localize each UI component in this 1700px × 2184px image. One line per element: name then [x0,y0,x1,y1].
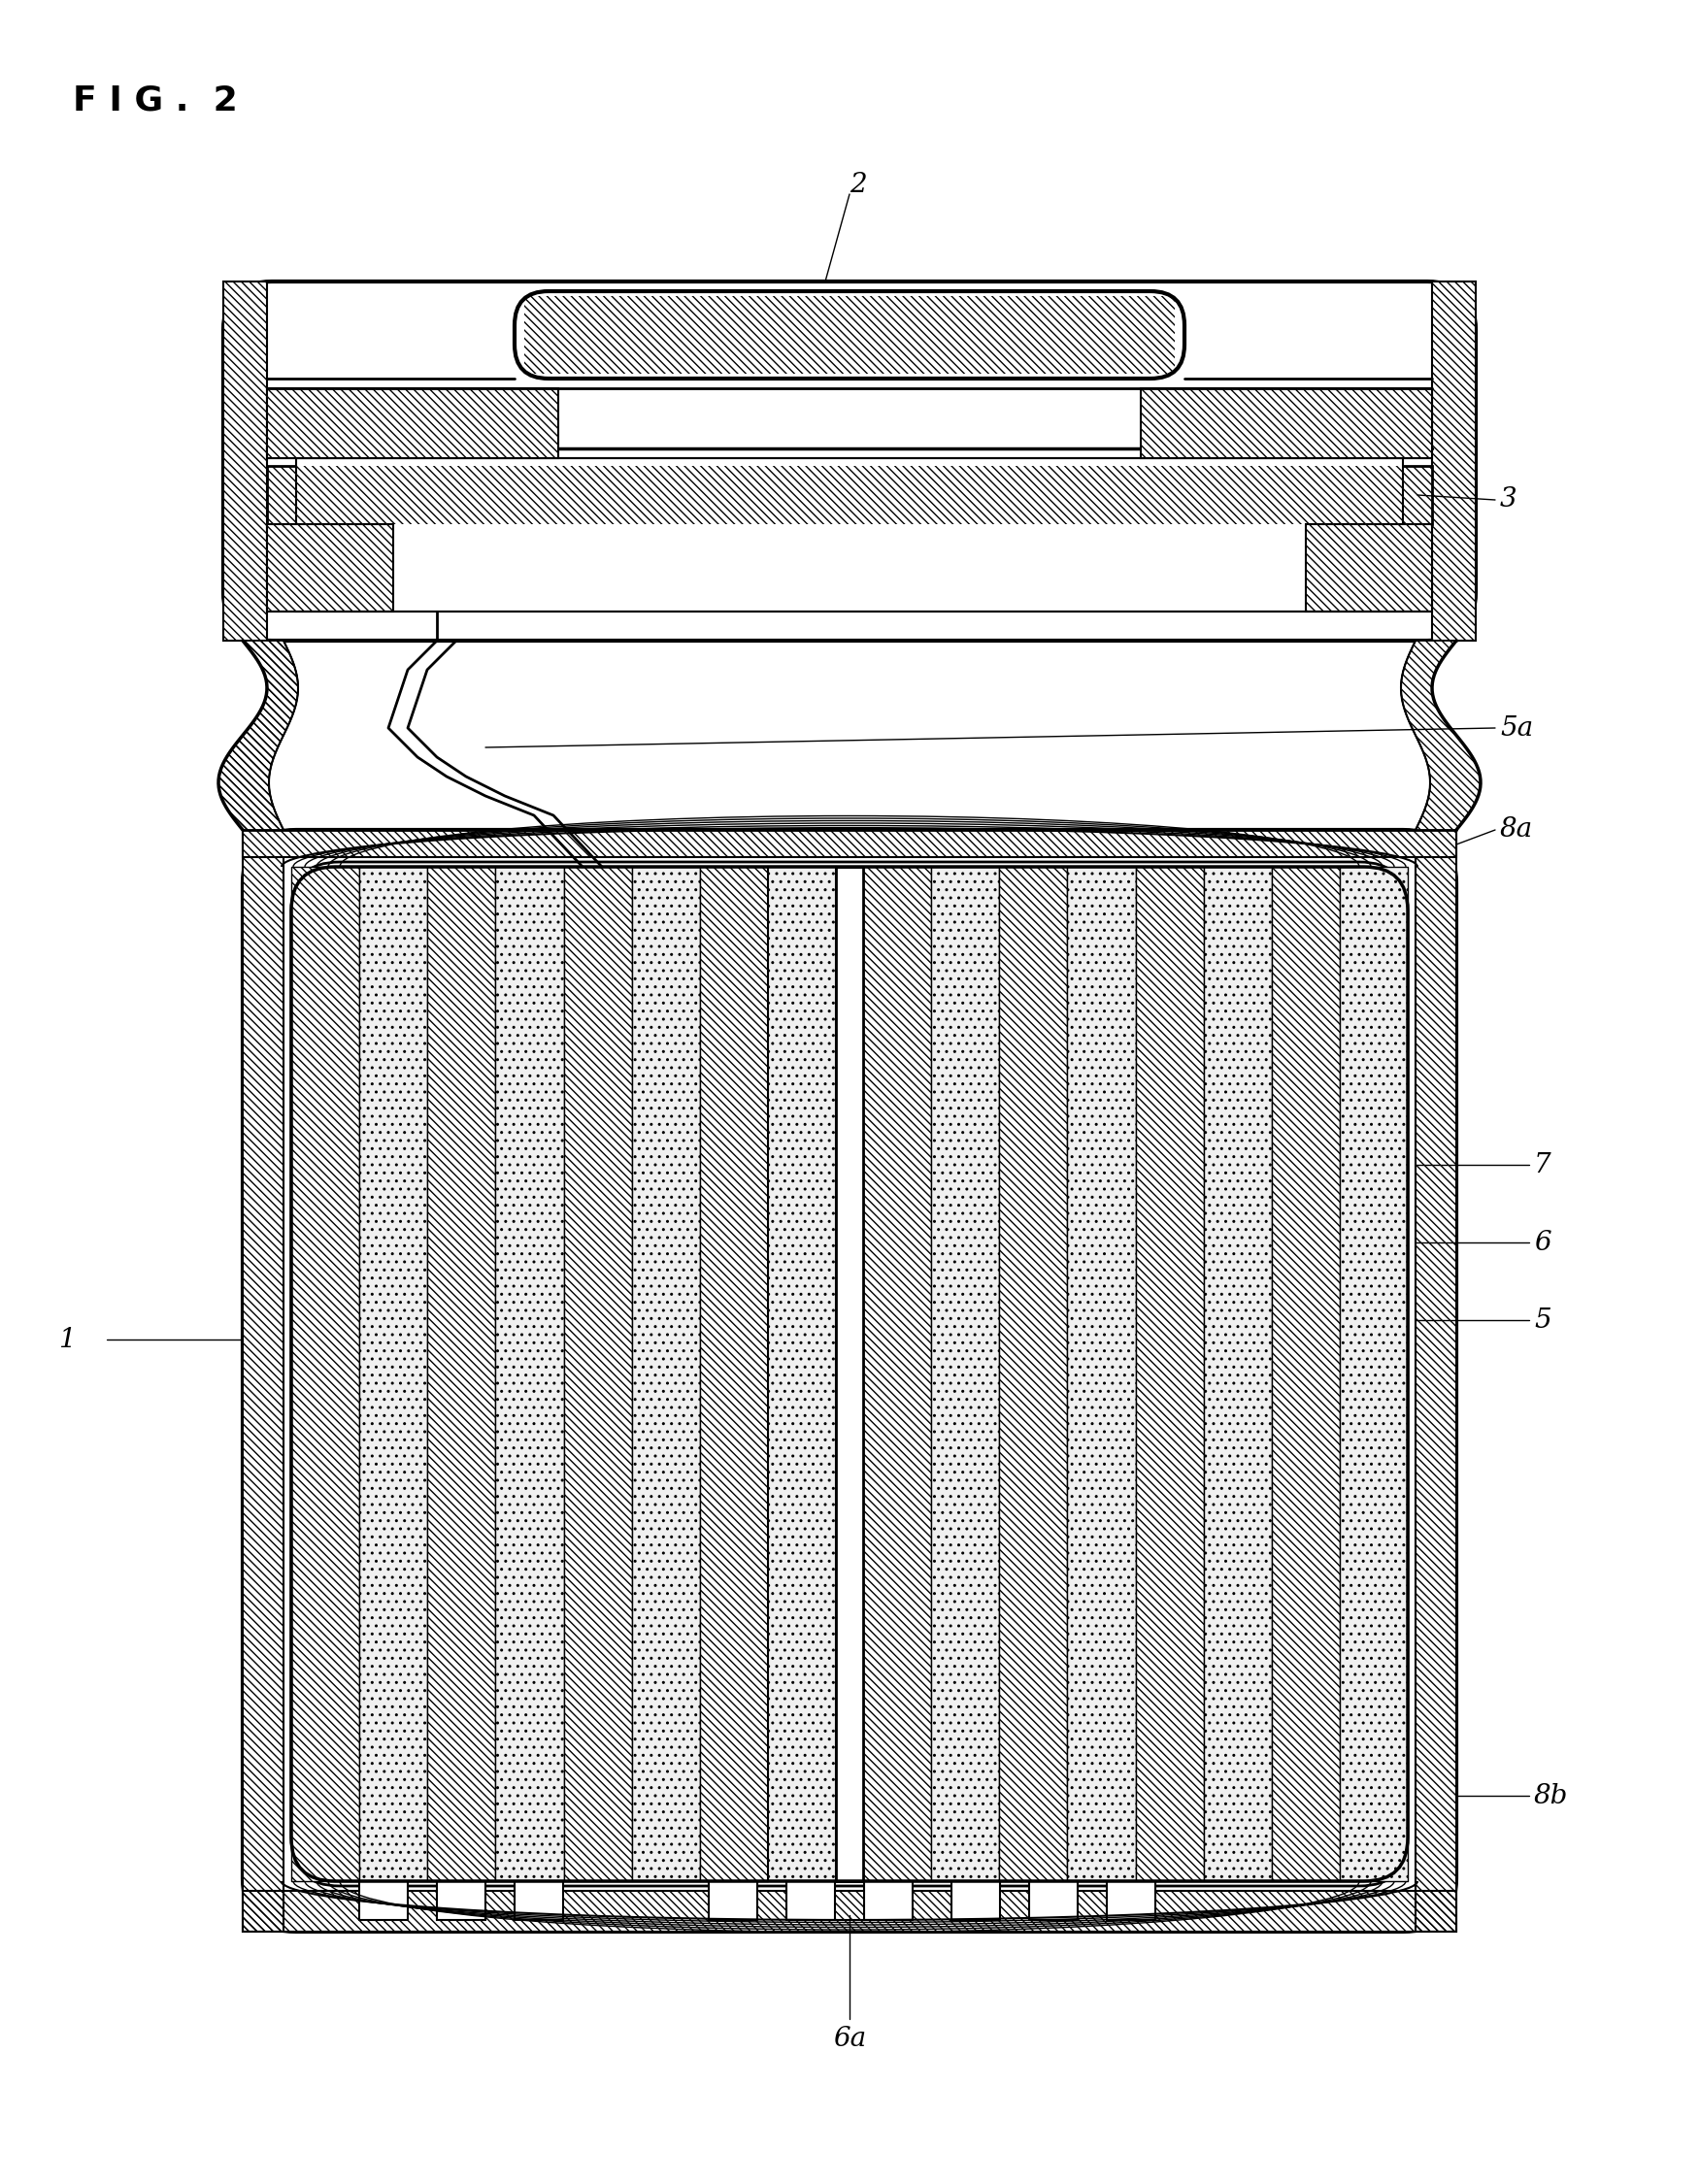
Bar [768,867,836,1880]
Text: F I G .  2: F I G . 2 [73,83,238,116]
Bar [1204,867,1272,1880]
Bar [267,389,558,459]
FancyBboxPatch shape [515,290,1185,378]
Text: 6: 6 [1533,1230,1550,1256]
Text: 5: 5 [1533,1306,1550,1332]
Bar [437,1880,486,1920]
Bar [427,867,495,1880]
Bar [1000,867,1068,1880]
Bar [932,867,1000,1880]
Bar [243,1891,1457,1931]
Bar [768,867,836,1880]
Bar [564,867,632,1880]
Bar [515,1880,563,1920]
Bar [836,867,864,1880]
Bar [952,1880,1000,1920]
Bar [267,389,558,459]
Bar [524,297,1175,373]
Bar [1068,867,1136,1880]
Text: 7: 7 [1533,1151,1550,1177]
Bar [1416,830,1457,1931]
Bar [700,867,768,1880]
Bar [267,465,1431,524]
Bar [243,830,1457,856]
Bar [495,867,564,1880]
Bar [1000,867,1068,1880]
Bar [495,867,564,1880]
Bar [632,867,700,1880]
Bar [359,1880,408,1920]
Text: 3: 3 [1499,487,1516,513]
Bar [267,524,393,612]
Bar [291,867,359,1880]
Bar [243,1891,1457,1931]
Bar [1306,524,1431,612]
FancyBboxPatch shape [223,282,1476,640]
Polygon shape [1401,640,1481,830]
Bar [267,465,1431,524]
Bar [1141,389,1431,459]
Bar [1272,867,1340,1880]
Bar [1107,1880,1156,1920]
FancyBboxPatch shape [291,863,1408,1887]
Bar [1141,389,1431,459]
Bar [700,867,768,1880]
Bar [864,1880,913,1920]
Bar [296,459,1402,612]
Bar [267,524,393,612]
Bar [1340,867,1408,1880]
Bar [864,867,932,1880]
Bar [1340,867,1408,1880]
Text: 2: 2 [850,170,867,197]
Bar [564,867,632,1880]
Text: 6a: 6a [833,2025,865,2051]
Bar [1136,867,1204,1880]
Bar [787,1880,835,1920]
Bar [632,867,700,1880]
Text: 8a: 8a [1499,817,1533,843]
Bar [1416,830,1457,1931]
Text: 8b: 8b [1533,1782,1569,1808]
Bar [359,867,427,1880]
Bar [291,867,359,1880]
Bar [1204,867,1272,1880]
Bar [427,867,495,1880]
Bar [243,830,1457,856]
Bar [932,867,1000,1880]
Bar [223,282,267,640]
Bar [1068,867,1136,1880]
Bar [1028,1880,1078,1920]
Bar [1431,282,1476,640]
Bar [243,830,284,1931]
Bar [223,282,267,640]
Bar [359,867,427,1880]
Bar [1306,524,1431,612]
Bar [1431,282,1476,640]
Bar [709,1880,756,1920]
FancyBboxPatch shape [243,830,1457,1931]
Polygon shape [219,640,298,830]
Text: 1: 1 [58,1326,75,1352]
Bar [1136,867,1204,1880]
Text: 5a: 5a [1499,714,1533,740]
Bar [243,830,284,1931]
Bar [864,867,932,1880]
Bar [1272,867,1340,1880]
